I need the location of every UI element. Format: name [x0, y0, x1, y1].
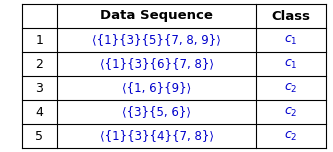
Text: $c_2$: $c_2$ — [284, 81, 298, 95]
Text: ⟨{1}{3}{5}{7, 8, 9}⟩: ⟨{1}{3}{5}{7, 8, 9}⟩ — [92, 33, 221, 47]
Text: $c_2$: $c_2$ — [284, 130, 298, 143]
Text: 4: 4 — [36, 105, 43, 119]
Text: Data Sequence: Data Sequence — [100, 9, 213, 22]
Text: ⟨{1}{3}{6}{7, 8}⟩: ⟨{1}{3}{6}{7, 8}⟩ — [100, 57, 213, 71]
Text: ⟨{3}{5, 6}⟩: ⟨{3}{5, 6}⟩ — [122, 105, 191, 119]
Text: Class: Class — [271, 9, 311, 22]
Text: 1: 1 — [36, 33, 43, 47]
Text: $c_1$: $c_1$ — [284, 33, 298, 47]
Text: 5: 5 — [36, 130, 44, 143]
Text: ⟨{1}{3}{4}{7, 8}⟩: ⟨{1}{3}{4}{7, 8}⟩ — [100, 130, 213, 143]
Text: 2: 2 — [36, 57, 43, 71]
Text: $c_2$: $c_2$ — [284, 105, 298, 119]
Text: ⟨{1, 6}{9}⟩: ⟨{1, 6}{9}⟩ — [122, 81, 191, 95]
Text: 3: 3 — [36, 81, 43, 95]
Text: $c_1$: $c_1$ — [284, 57, 298, 71]
